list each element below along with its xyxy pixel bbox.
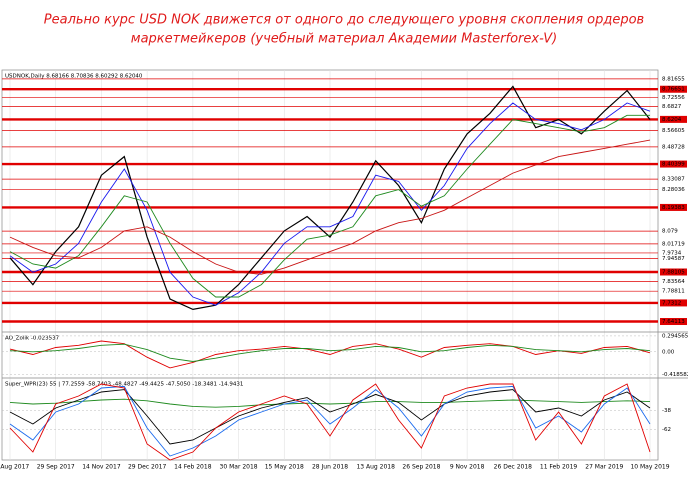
y-tick-label: -38	[662, 408, 671, 414]
x-tick-label: 26 Dec 2018	[494, 464, 533, 471]
x-tick-label: 14 Nov 2017	[82, 464, 121, 471]
y-tick-label: 8.079	[662, 229, 678, 235]
y-tick-label: 8.33087	[662, 177, 685, 183]
x-tick-label: 13 Aug 2018	[356, 464, 395, 471]
series-line	[9, 139, 651, 275]
y-tick-label: 8.81655	[662, 76, 685, 82]
y-tick-label: 7.9734	[662, 250, 682, 256]
price-label-bg	[660, 268, 687, 276]
x-tick-label: 19 Aug 2017	[0, 464, 29, 471]
y-tick-label: 0.294565	[662, 333, 688, 339]
y-tick-label: 7.83564	[662, 279, 685, 285]
price-label-bg	[660, 318, 687, 326]
y-tick-label: 8.6827	[662, 104, 682, 110]
series-line	[9, 343, 651, 362]
x-tick-label: 28 Jun 2018	[312, 464, 348, 471]
x-tick-label: 29 Sep 2017	[37, 464, 75, 471]
x-tick-label: 30 Mar 2018	[220, 464, 258, 471]
panel-header: USDNOK,Daily 8.68166 8.70836 8.60292 8.6…	[5, 74, 143, 80]
series-line	[9, 389, 651, 445]
y-tick-label: 7.94587	[662, 256, 685, 262]
series-line	[9, 340, 651, 369]
y-tick-label: 8.56605	[662, 128, 685, 134]
title-line: Реально курс USD NOK движется от одного …	[44, 13, 644, 28]
y-tick-label: 8.72556	[662, 95, 685, 101]
price-label-bg	[660, 299, 687, 307]
y-tick-label: 8.40399	[662, 162, 685, 168]
y-tick-label: 8.19383	[662, 205, 685, 211]
series-line	[9, 398, 651, 408]
x-tick-label: 14 Feb 2018	[174, 464, 212, 471]
x-tick-label: 27 Mar 2019	[585, 464, 623, 471]
x-tick-label: 29 Dec 2017	[128, 464, 167, 471]
y-tick-label: 7.7312	[662, 300, 681, 306]
series-line	[9, 114, 650, 298]
series-line	[9, 102, 651, 306]
y-tick-label: 8.6204	[662, 117, 682, 123]
price-label-bg	[660, 160, 687, 168]
y-tick-label: 7.64113	[662, 319, 685, 325]
x-tick-label: 26 Sep 2018	[402, 464, 440, 471]
x-tick-label: 9 Nov 2018	[450, 464, 485, 471]
y-tick-label: -62	[662, 427, 671, 433]
y-tick-label: 8.01719	[662, 241, 685, 247]
y-tick-label: 8.76651	[662, 87, 685, 93]
series-line	[9, 383, 651, 461]
price-label-bg	[660, 85, 687, 93]
y-tick-label: 8.48728	[662, 144, 685, 150]
y-tick-label: 0.00	[662, 349, 675, 355]
x-tick-label: 11 Feb 2019	[540, 464, 578, 471]
x-tick-label: 10 May 2019	[630, 464, 669, 471]
panel-header: Super_WPR(23) 55 | 77.2559 -58.7403 -48.…	[5, 382, 243, 388]
panel-header: AO_Zolik -0.023537	[5, 336, 60, 342]
y-tick-label: 7.78811	[662, 289, 685, 295]
x-tick-label: 15 May 2018	[265, 464, 304, 471]
price-label-bg	[660, 203, 687, 211]
y-tick-label: 8.28036	[662, 187, 685, 193]
title-line: маркетмейкеров (учебный материал Академи…	[131, 32, 557, 47]
price-label-bg	[660, 115, 687, 123]
y-tick-label: -0.418582	[662, 372, 688, 378]
y-tick-label: 7.88105	[662, 269, 685, 275]
